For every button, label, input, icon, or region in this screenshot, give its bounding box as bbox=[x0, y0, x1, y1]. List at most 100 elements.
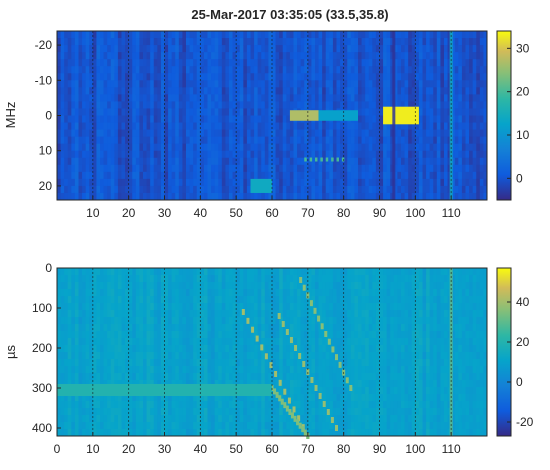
heatmap-cell bbox=[164, 380, 169, 388]
heatmap-cell bbox=[89, 331, 94, 339]
heatmap-cell bbox=[128, 268, 133, 276]
heatmap-cell bbox=[150, 359, 155, 367]
heatmap-cell bbox=[225, 129, 230, 137]
heatmap-cell bbox=[225, 38, 230, 46]
heatmap-cell bbox=[229, 401, 233, 409]
heatmap-cell bbox=[365, 115, 370, 123]
heatmap-cell bbox=[444, 80, 448, 88]
heatmap-cell bbox=[422, 129, 427, 137]
heatmap-cell bbox=[85, 401, 90, 409]
heatmap-cell bbox=[297, 185, 301, 194]
heatmap-cell bbox=[275, 171, 280, 180]
heatmap-cell bbox=[257, 87, 262, 95]
heatmap-cell bbox=[171, 338, 176, 346]
heatmap-cell bbox=[78, 38, 83, 46]
heatmap-cell bbox=[107, 275, 112, 283]
heatmap-cell bbox=[85, 338, 90, 346]
heatmap-cell bbox=[300, 52, 305, 60]
heatmap-cell bbox=[203, 164, 208, 173]
heatmap-cell bbox=[117, 52, 122, 60]
heatmap-cell bbox=[71, 415, 76, 423]
heatmap-cell bbox=[60, 59, 65, 67]
heatmap-cell bbox=[207, 268, 212, 276]
heatmap-cell bbox=[100, 268, 104, 276]
heatmap-cell bbox=[107, 422, 112, 430]
heatmap-cell bbox=[458, 66, 463, 74]
heatmap-cell bbox=[57, 380, 61, 388]
heatmap-cell bbox=[214, 401, 219, 409]
heatmap-cell bbox=[74, 415, 79, 423]
heatmap-cell bbox=[225, 52, 230, 60]
heatmap-cell bbox=[178, 178, 183, 187]
heatmap-cell bbox=[143, 338, 147, 346]
heatmap-cell bbox=[297, 268, 301, 276]
heatmap-cell bbox=[311, 87, 316, 95]
heatmap-cell bbox=[433, 185, 438, 194]
heatmap-cell bbox=[279, 171, 284, 180]
heatmap-cell bbox=[379, 52, 384, 60]
heatmap-cell bbox=[426, 45, 430, 53]
heatmap-cell bbox=[110, 324, 115, 332]
heatmap-cell bbox=[189, 185, 194, 194]
heatmap-cell bbox=[354, 192, 359, 201]
heatmap-cell bbox=[128, 101, 133, 109]
heatmap-cell bbox=[436, 150, 441, 159]
heatmap-cell bbox=[74, 296, 79, 304]
heatmap-cell bbox=[261, 289, 266, 297]
heatmap-cell bbox=[332, 101, 337, 109]
heatmap-cell bbox=[89, 101, 94, 109]
heatmap-cell bbox=[232, 80, 237, 88]
heatmap-cell bbox=[186, 52, 190, 60]
heatmap-cell bbox=[100, 422, 104, 430]
heatmap-cell bbox=[461, 59, 466, 67]
heatmap-cell bbox=[350, 31, 355, 39]
heatmap-cell bbox=[157, 59, 162, 67]
heatmap-cell bbox=[114, 394, 119, 402]
heatmap-cell bbox=[200, 80, 205, 88]
heatmap-cell bbox=[157, 143, 162, 152]
heatmap-cell bbox=[164, 303, 169, 311]
heatmap-cell bbox=[340, 429, 344, 437]
heatmap-cell bbox=[168, 31, 172, 39]
heatmap-cell bbox=[78, 52, 83, 60]
heatmap-cell bbox=[332, 303, 337, 311]
heatmap-cell bbox=[293, 38, 298, 46]
heatmap-cell bbox=[275, 317, 280, 325]
heatmap-cell bbox=[461, 171, 466, 180]
heatmap-cell bbox=[322, 73, 327, 81]
heatmap-cell bbox=[336, 289, 341, 297]
heatmap-cell bbox=[150, 171, 155, 180]
heatmap-cell bbox=[404, 150, 409, 159]
heatmap-cell bbox=[64, 282, 69, 290]
heatmap-cell bbox=[114, 317, 119, 325]
heatmap-cell bbox=[300, 59, 305, 67]
heatmap-cell bbox=[193, 401, 198, 409]
heatmap-cell bbox=[200, 289, 205, 297]
heatmap-cell bbox=[451, 108, 456, 116]
heatmap-cell bbox=[372, 87, 377, 95]
heatmap-cell bbox=[114, 331, 119, 339]
heatmap-cell bbox=[193, 150, 198, 159]
heatmap-cell bbox=[232, 192, 237, 201]
heatmap-cell bbox=[171, 282, 176, 290]
heatmap-cell bbox=[358, 94, 362, 102]
heatmap-cell bbox=[250, 408, 255, 416]
heatmap-cell bbox=[121, 296, 126, 304]
heatmap-cell bbox=[329, 45, 334, 53]
heatmap-cell bbox=[476, 129, 481, 137]
heatmap-cell bbox=[221, 401, 226, 409]
heatmap-cell bbox=[125, 429, 129, 437]
heatmap-cell bbox=[207, 136, 212, 144]
heatmap-cell bbox=[451, 143, 456, 152]
heatmap-cell bbox=[85, 275, 90, 283]
heatmap-cell bbox=[225, 31, 230, 39]
heatmap-cell bbox=[110, 289, 115, 297]
heatmap-cell bbox=[293, 59, 298, 67]
heatmap-cell bbox=[379, 87, 384, 95]
heatmap-cell bbox=[268, 171, 273, 180]
heatmap-cell bbox=[132, 129, 137, 137]
heatmap-cell bbox=[397, 73, 402, 81]
heatmap-cell bbox=[436, 80, 441, 88]
heatmap-cell bbox=[246, 101, 251, 109]
